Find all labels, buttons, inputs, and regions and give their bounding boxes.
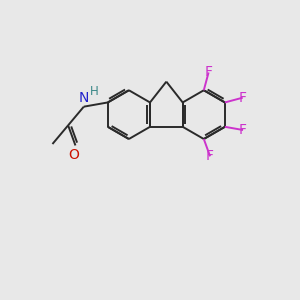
Text: N: N — [79, 91, 89, 105]
Text: F: F — [239, 91, 247, 105]
Text: F: F — [239, 123, 247, 137]
Text: F: F — [205, 65, 213, 80]
Text: O: O — [68, 148, 80, 162]
Text: F: F — [206, 149, 214, 163]
Text: H: H — [90, 85, 99, 98]
